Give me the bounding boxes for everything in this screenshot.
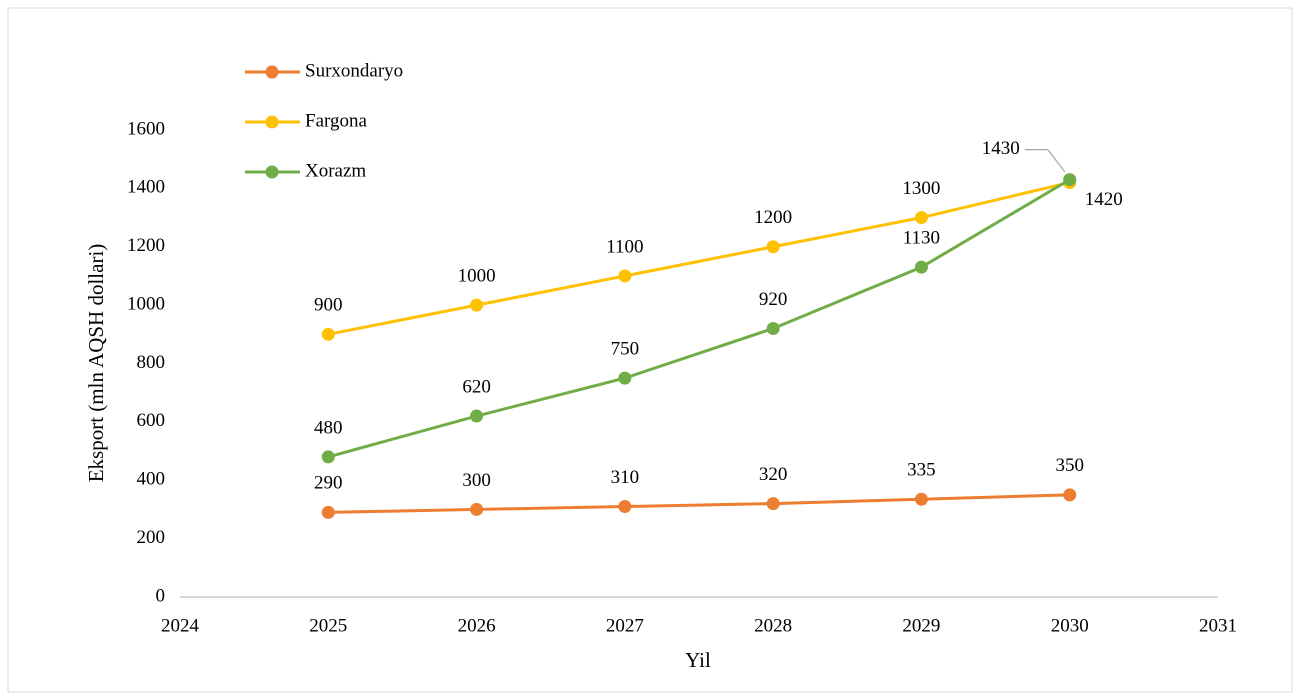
data-point: [321, 505, 335, 519]
x-tick-label: 2027: [606, 615, 644, 636]
data-label: 335: [907, 460, 936, 481]
data-label: 1100: [606, 236, 643, 257]
data-point: [618, 500, 632, 514]
y-tick-label: 1400: [127, 177, 165, 198]
data-label: 900: [314, 295, 343, 316]
data-label: 920: [759, 289, 788, 310]
data-point: [470, 502, 484, 516]
legend-marker: [265, 115, 279, 129]
x-tick-label: 2031: [1199, 615, 1237, 636]
data-point: [766, 497, 780, 511]
y-tick-label: 1600: [127, 118, 165, 139]
data-point: [1063, 488, 1077, 502]
leader-line: [1024, 149, 1066, 172]
series-line: [328, 493, 1070, 514]
data-point: [766, 321, 780, 335]
legend-label: Xorazm: [305, 160, 366, 181]
data-label: 290: [314, 473, 343, 494]
data-point: [470, 298, 484, 312]
data-point: [914, 492, 928, 506]
data-label: 310: [611, 467, 640, 488]
data-label: 300: [462, 470, 491, 491]
data-point: [618, 371, 632, 385]
x-tick-label: 2026: [458, 615, 496, 636]
y-tick-label: 0: [156, 585, 166, 606]
y-tick-label: 800: [137, 352, 166, 373]
data-point: [1063, 173, 1077, 187]
data-label: 350: [1055, 455, 1084, 476]
data-label: 480: [314, 417, 343, 438]
data-point: [470, 409, 484, 423]
y-tick-label: 600: [137, 410, 166, 431]
data-label: 1300: [902, 178, 940, 199]
data-label: 1130: [903, 228, 940, 249]
x-axis-title: Yil: [685, 648, 711, 672]
x-tick-label: 2025: [309, 615, 347, 636]
data-point: [914, 211, 928, 225]
data-label: 750: [611, 338, 640, 359]
data-label: 1000: [458, 265, 496, 286]
y-tick-label: 200: [137, 527, 166, 548]
data-point: [321, 450, 335, 464]
y-tick-label: 1000: [127, 293, 165, 314]
x-tick-label: 2024: [161, 615, 200, 636]
x-tick-label: 2030: [1051, 615, 1089, 636]
data-label: 1430: [982, 138, 1020, 159]
y-axis-title: Eksport (mln AQSH dollari): [84, 244, 108, 483]
data-label: 1200: [754, 207, 792, 228]
y-tick-label: 1200: [127, 235, 165, 256]
x-tick-label: 2029: [902, 615, 940, 636]
series-line: [327, 178, 1071, 459]
data-label: 1420: [1085, 189, 1123, 210]
legend-marker: [265, 165, 279, 179]
legend-label: Surxondaryo: [305, 60, 403, 81]
series-line: [327, 181, 1071, 336]
data-label: 320: [759, 464, 788, 485]
data-point: [914, 260, 928, 274]
data-point: [766, 240, 780, 254]
data-point: [618, 269, 632, 283]
legend-marker: [265, 65, 279, 79]
x-tick-label: 2028: [754, 615, 792, 636]
legend-label: Fargona: [305, 110, 367, 131]
y-tick-label: 400: [137, 469, 166, 490]
data-point: [321, 327, 335, 341]
data-label: 620: [462, 376, 491, 397]
chart-border: [7, 7, 1293, 693]
